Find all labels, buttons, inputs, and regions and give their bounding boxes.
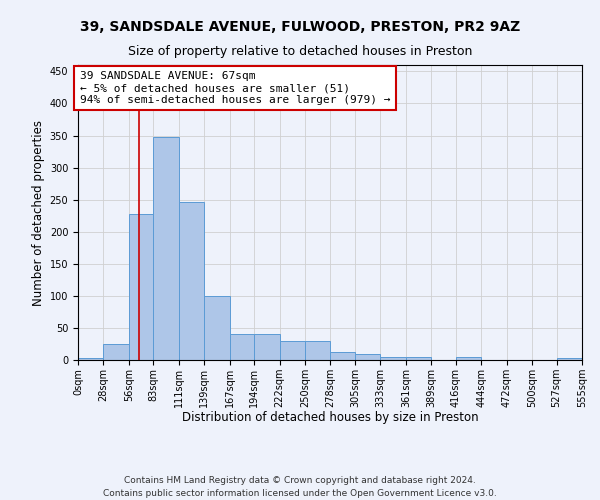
Bar	[380, 357, 406, 360]
Bar	[154, 138, 179, 360]
Bar	[456, 358, 481, 360]
Y-axis label: Number of detached properties: Number of detached properties	[32, 120, 46, 306]
Bar	[254, 334, 280, 360]
Bar	[129, 214, 154, 360]
Text: 39, SANDSDALE AVENUE, FULWOOD, PRESTON, PR2 9AZ: 39, SANDSDALE AVENUE, FULWOOD, PRESTON, …	[80, 20, 520, 34]
Bar	[331, 352, 355, 360]
Bar	[230, 334, 254, 360]
Bar	[204, 296, 230, 360]
Bar	[305, 341, 331, 360]
Bar	[179, 202, 204, 360]
Text: Contains HM Land Registry data © Crown copyright and database right 2024.
Contai: Contains HM Land Registry data © Crown c…	[103, 476, 497, 498]
Bar	[103, 344, 129, 360]
Text: Size of property relative to detached houses in Preston: Size of property relative to detached ho…	[128, 45, 472, 58]
Bar	[406, 357, 431, 360]
Bar	[355, 354, 380, 360]
Bar	[78, 358, 103, 360]
Text: 39 SANDSDALE AVENUE: 67sqm
← 5% of detached houses are smaller (51)
94% of semi-: 39 SANDSDALE AVENUE: 67sqm ← 5% of detac…	[80, 72, 391, 104]
Bar	[557, 358, 582, 360]
X-axis label: Distribution of detached houses by size in Preston: Distribution of detached houses by size …	[182, 412, 478, 424]
Bar	[280, 341, 305, 360]
